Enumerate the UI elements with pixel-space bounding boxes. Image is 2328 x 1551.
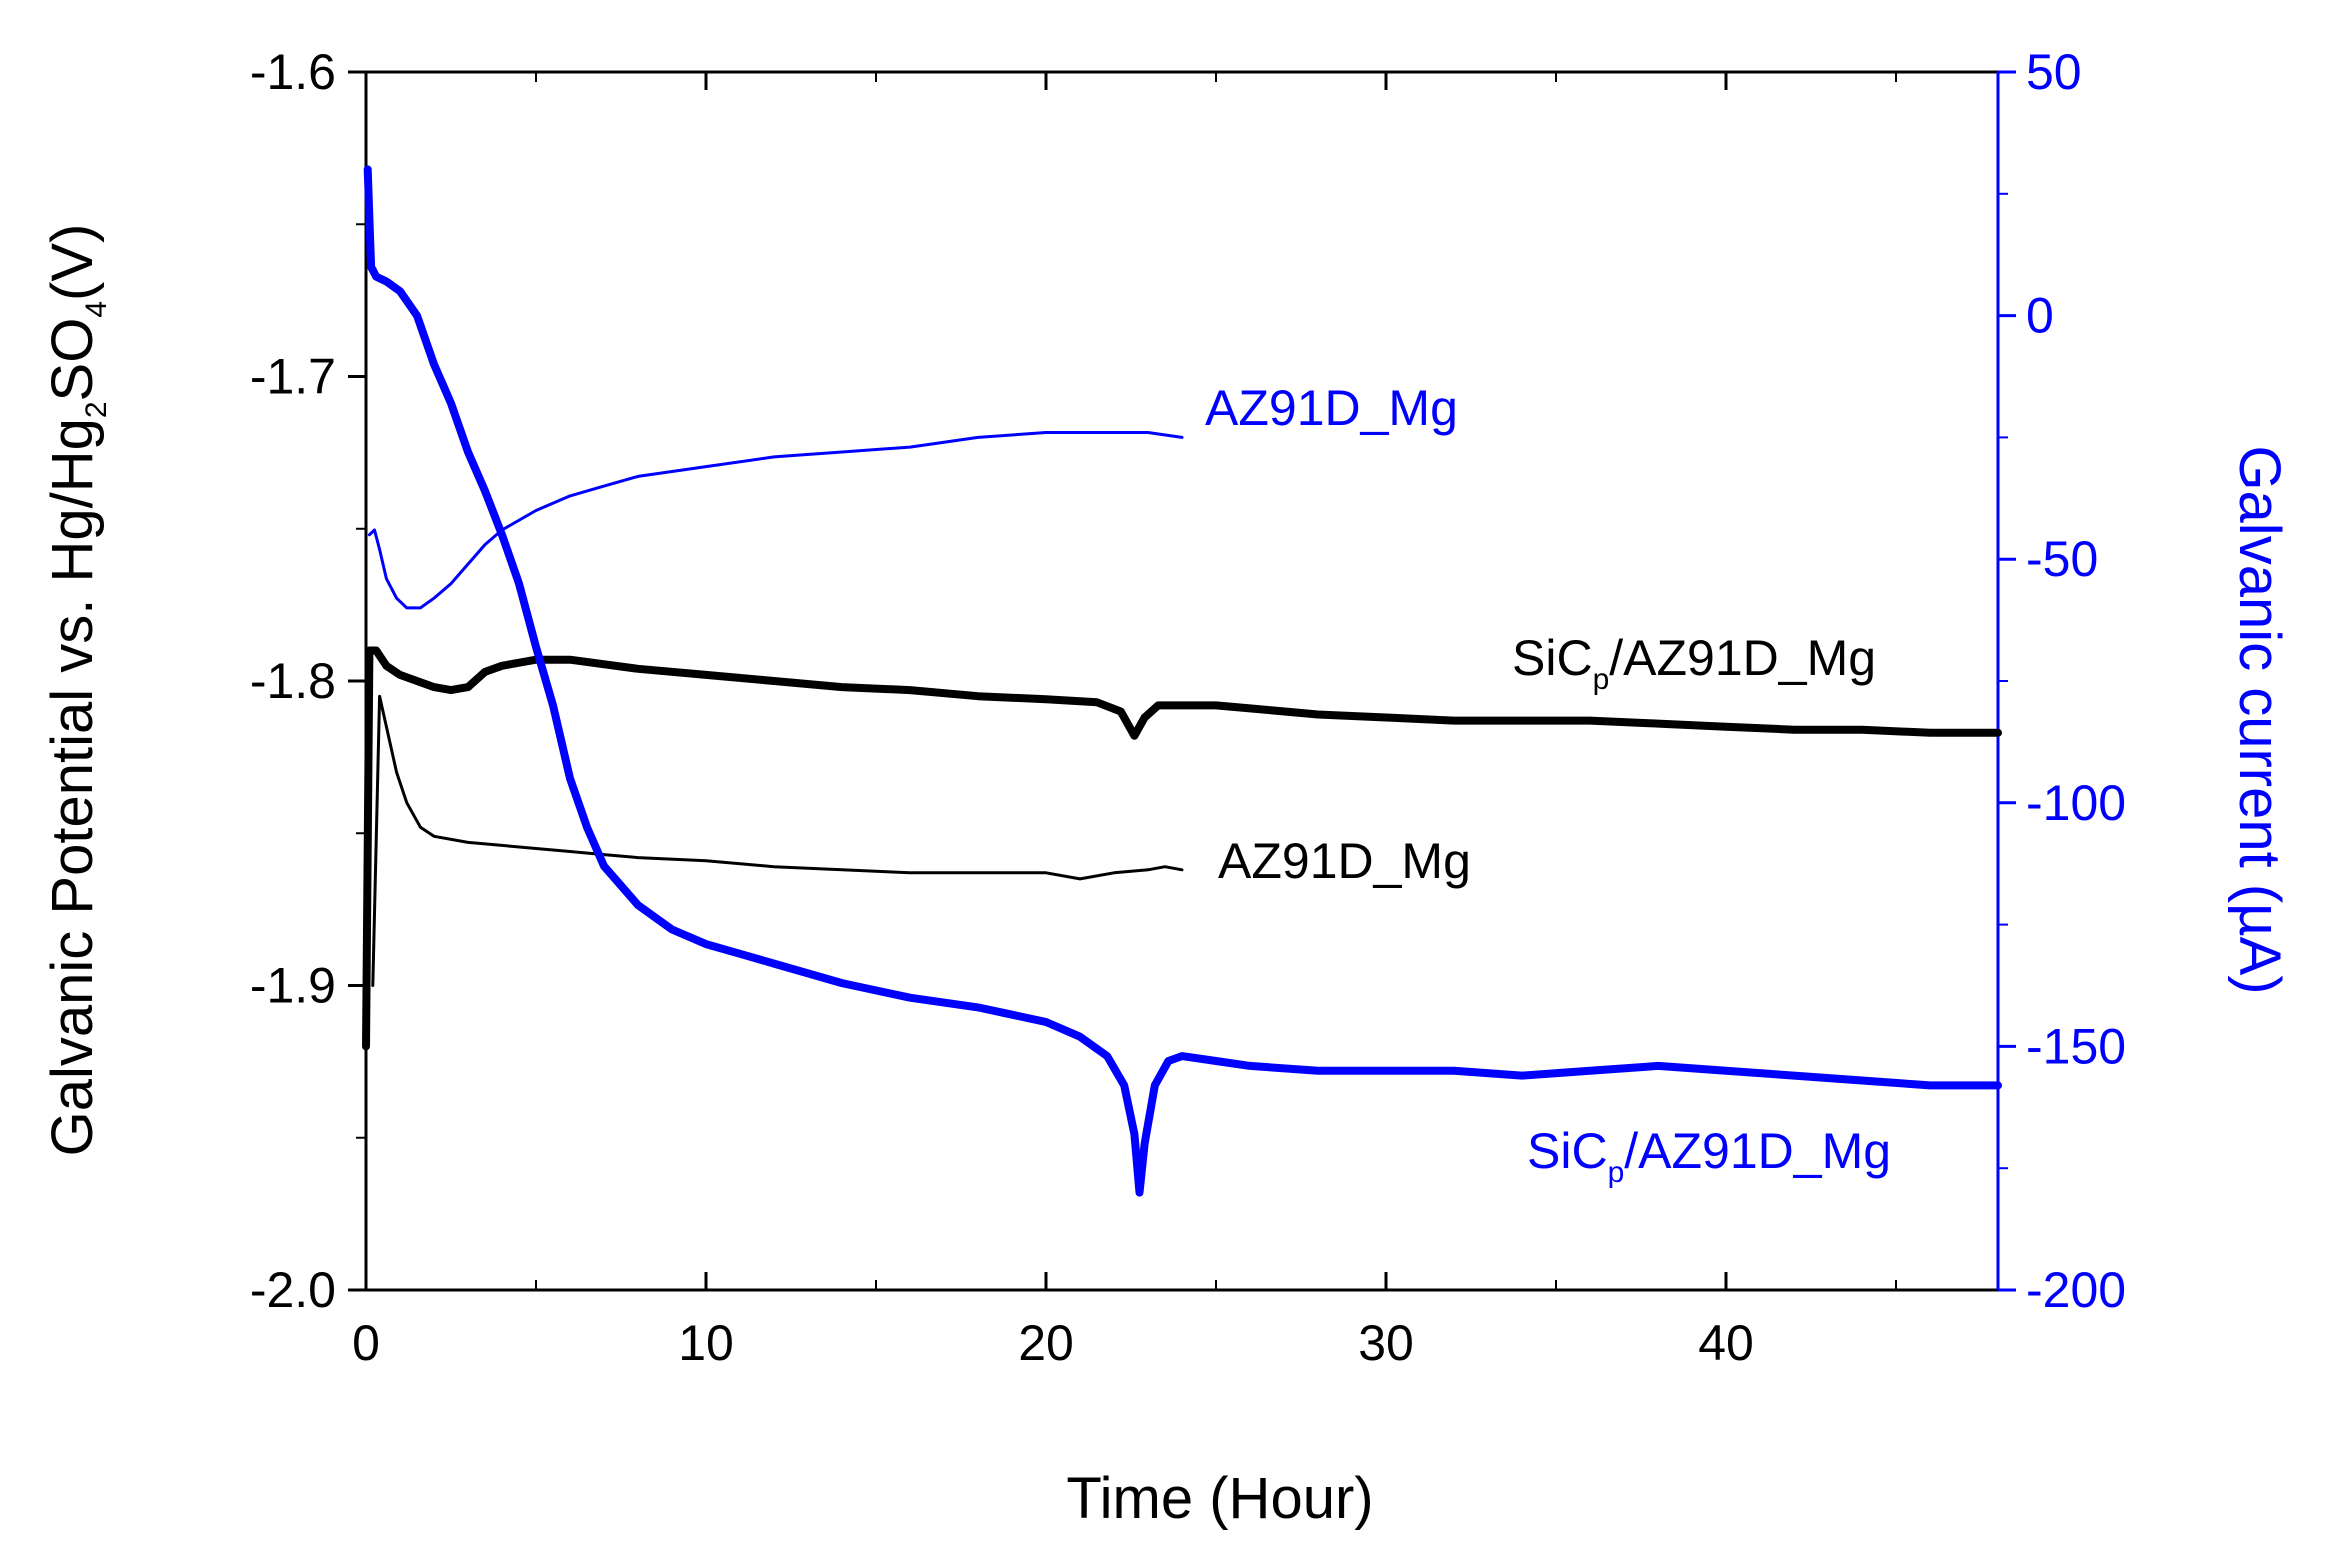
label-sicp-potential: SiCp/AZ91D_Mg: [1512, 630, 1876, 696]
y-left-title-sub2: 4: [80, 301, 113, 318]
label-sicp-current-sub: p: [1608, 1156, 1625, 1189]
x-tick-label: 40: [1698, 1315, 1754, 1371]
y-left-axis-title: Galvanic Potential vs. Hg/Hg2SO4(V): [40, 224, 113, 1157]
ticks: 0 10 20 30 40 -1.6 -1.7 -1.8 -1.9 -2.0 50 0 -50 -100 -…: [250, 44, 2126, 1371]
label-sicp-current-base: SiC: [1527, 1123, 1608, 1179]
x-tick-label: 20: [1018, 1315, 1074, 1371]
series-line-1: [371, 694, 1184, 987]
x-tick-label: 0: [352, 1315, 380, 1371]
label-sicp-potential-rest: /AZ91D_Mg: [1609, 630, 1876, 686]
y-right-tick-label: -100: [2026, 775, 2126, 831]
y-right-tick-label: 50: [2026, 44, 2082, 100]
y-left-tick-label: -1.7: [250, 349, 336, 405]
x-tick-label: 30: [1358, 1315, 1414, 1371]
label-sicp-potential-sub: p: [1593, 663, 1610, 696]
series-line-0: [362, 646, 2002, 1051]
y-left-tick-label: -1.6: [250, 44, 336, 100]
y-right-tick-label: 0: [2026, 288, 2054, 344]
y-left-tick-label: -1.9: [250, 958, 336, 1014]
y-left-tick-label: -1.8: [250, 653, 336, 709]
y-right-tick-label: -50: [2026, 531, 2098, 587]
label-sicp-potential-base: SiC: [1512, 630, 1593, 686]
series-layer: [362, 165, 2002, 1197]
y-left-title-prefix: Galvanic Potential vs. Hg/Hg: [40, 418, 105, 1156]
label-az91d-potential: AZ91D_Mg: [1218, 833, 1471, 889]
series-line-3: [363, 165, 2002, 1197]
y-right-tick-label: -150: [2026, 1018, 2126, 1074]
label-sicp-current-rest: /AZ91D_Mg: [1624, 1123, 1891, 1179]
y-left-title-mid: SO: [40, 318, 105, 402]
y-left-title-sub1: 2: [80, 401, 113, 418]
y-left-title-suffix: (V): [40, 224, 105, 301]
x-axis-title: Time (Hour): [1066, 1466, 1373, 1531]
label-az91d-current: AZ91D_Mg: [1205, 380, 1458, 436]
y-left-tick-label: -2.0: [250, 1262, 336, 1318]
y-right-tick-label: -200: [2026, 1262, 2126, 1318]
x-tick-label: 10: [678, 1315, 734, 1371]
series-line-2: [367, 431, 1184, 610]
label-sicp-current: SiCp/AZ91D_Mg: [1527, 1123, 1891, 1189]
y-right-axis-title: Galvanic current (µA): [2227, 445, 2292, 994]
